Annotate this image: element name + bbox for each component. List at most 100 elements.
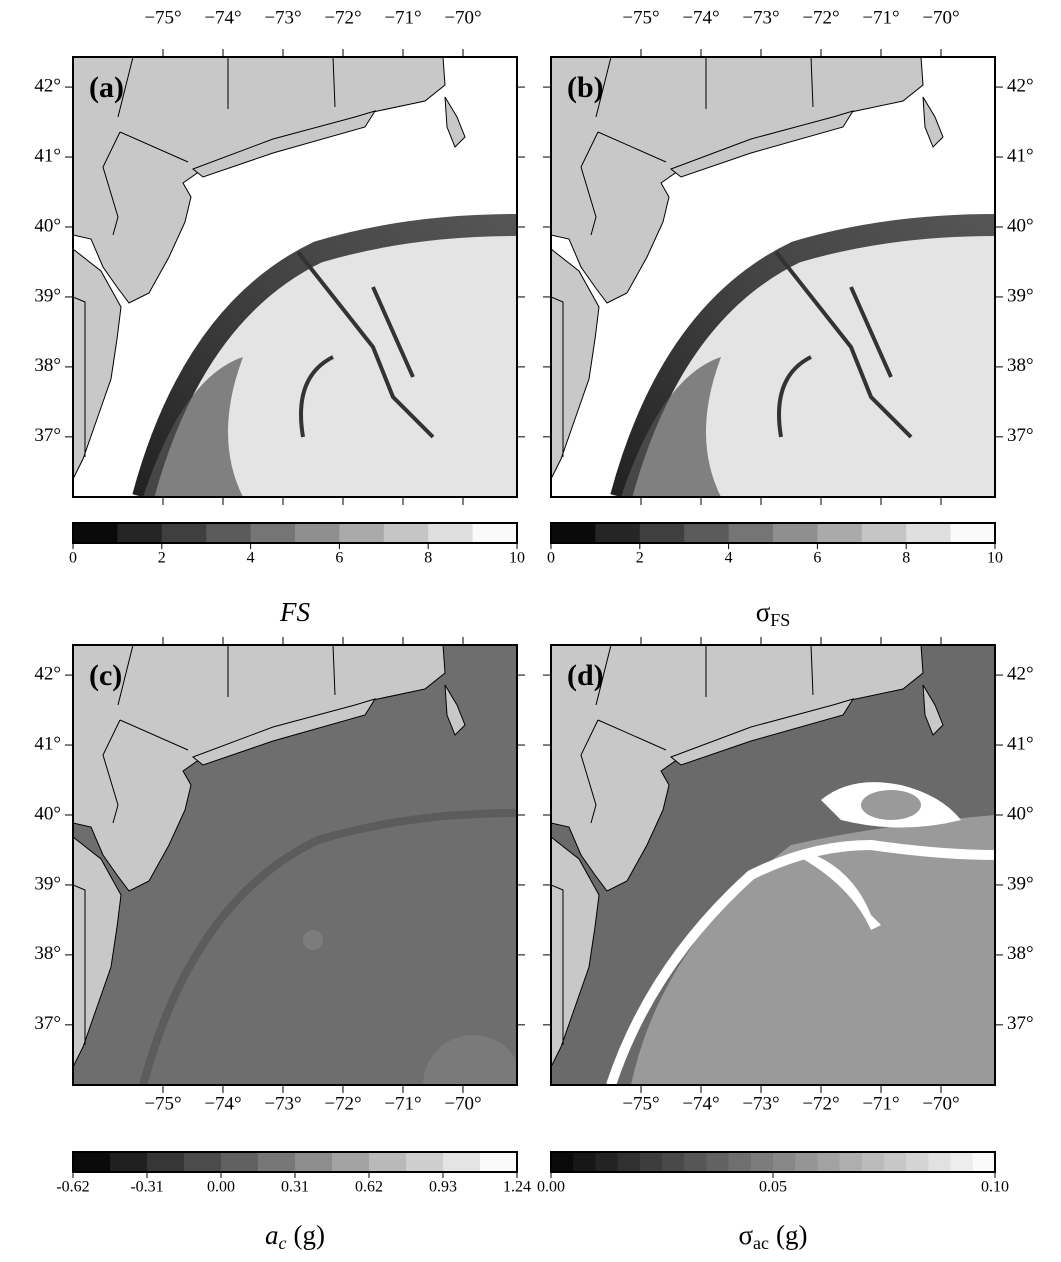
lat-label: 37° <box>34 1013 61 1034</box>
colorbar-bin <box>295 1152 333 1172</box>
colorbar-title-part: σ <box>756 597 771 627</box>
colorbar-tick-label: 8 <box>424 550 432 567</box>
lon-label: −75° <box>144 7 181 28</box>
patch <box>861 790 921 820</box>
colorbar-bin <box>862 523 907 543</box>
lat-label: 41° <box>1007 733 1034 754</box>
lon-label: −72° <box>802 1093 839 1114</box>
lon-label: −73° <box>742 7 779 28</box>
colorbar-tick-label: 0.93 <box>429 1179 457 1196</box>
lon-label: −73° <box>264 7 301 28</box>
lat-label: 40° <box>1007 215 1034 236</box>
colorbar-bin <box>973 1152 996 1172</box>
colorbar-bin <box>73 523 118 543</box>
colorbar-bin <box>906 1152 929 1172</box>
colorbar-bin <box>773 1152 796 1172</box>
colorbar-bin <box>147 1152 185 1172</box>
map-panel: (a)−75°−74°−73°−72°−71°−70°42°41°40°39°3… <box>34 7 525 505</box>
colorbar-bin <box>384 523 429 543</box>
colorbar-bin <box>551 1152 574 1172</box>
colorbar-bin <box>773 523 818 543</box>
lon-label: −71° <box>862 1093 899 1114</box>
colorbar-tick-label: 0.00 <box>537 1179 565 1196</box>
lat-label: 38° <box>1007 355 1034 376</box>
colorbar-tick-label: 0 <box>547 550 555 567</box>
lon-label: −72° <box>324 1093 361 1114</box>
colorbar-bin <box>817 523 862 543</box>
map-panel: (d)−75°−74°−73°−72°−71°−70°42°41°40°39°3… <box>543 637 1034 1114</box>
lon-label: −73° <box>264 1093 301 1114</box>
colorbar-bin <box>595 1152 618 1172</box>
colorbar-title: ac(g) <box>265 1220 325 1253</box>
colorbar-bin <box>339 523 384 543</box>
map-panel: (c)−75°−74°−73°−72°−71°−70°42°41°40°39°3… <box>34 637 525 1135</box>
colorbar-bin <box>428 523 473 543</box>
colorbar-tick-label: 2 <box>158 550 166 567</box>
colorbar-title-part: FS <box>279 597 310 627</box>
lon-label: −71° <box>384 1093 421 1114</box>
colorbar-bin <box>295 523 340 543</box>
lat-label: 39° <box>34 285 61 306</box>
lat-label: 39° <box>1007 873 1034 894</box>
colorbar-bin <box>595 523 640 543</box>
colorbar-bin <box>184 1152 222 1172</box>
colorbar-bin <box>162 523 207 543</box>
colorbar-bin <box>332 1152 370 1172</box>
panel-label: (b) <box>567 71 604 104</box>
colorbar: 0 2 4 6 8 10 σFS <box>547 523 1003 630</box>
colorbar-bin <box>443 1152 481 1172</box>
colorbar-bin <box>817 1152 840 1172</box>
colorbar-title-part: a <box>265 1220 279 1250</box>
lon-label: −72° <box>802 7 839 28</box>
colorbar-bin <box>480 1152 518 1172</box>
colorbar-bin <box>406 1152 444 1172</box>
lat-label: 37° <box>1007 1013 1034 1034</box>
panel-label: (c) <box>89 659 122 692</box>
colorbar-bin <box>751 1152 774 1172</box>
colorbar-bin <box>662 1152 685 1172</box>
map-panel: (b)−75°−74°−73°−72°−71°−70°42°41°40°39°3… <box>543 7 1034 505</box>
map-area <box>73 57 517 497</box>
colorbar-title-part: ac <box>753 1233 769 1253</box>
lat-label: 38° <box>34 355 61 376</box>
colorbar-bin <box>251 523 296 543</box>
colorbar: -0.62-0.310.000.310.620.931.24ac(g) <box>56 1152 531 1253</box>
colorbar-bin <box>928 1152 951 1172</box>
colorbar-tick-label: 8 <box>902 550 910 567</box>
lat-label: 42° <box>34 75 61 96</box>
lon-label: −74° <box>204 1093 241 1114</box>
colorbar-tick-label: 6 <box>813 550 821 567</box>
colorbar-bin <box>73 1152 111 1172</box>
lon-label: −72° <box>324 7 361 28</box>
colorbar-bin <box>840 1152 863 1172</box>
panel-label: (d) <box>567 659 604 692</box>
lat-label: 41° <box>1007 145 1034 166</box>
colorbar-tick-label: 10 <box>509 550 525 567</box>
patch <box>303 930 323 950</box>
lon-label: −74° <box>682 7 719 28</box>
colorbar-title: σFS <box>756 597 791 630</box>
lat-label: 37° <box>34 425 61 446</box>
colorbar-bin <box>640 523 685 543</box>
colorbar-tick-label: 2 <box>636 550 644 567</box>
colorbar-bin <box>862 1152 885 1172</box>
lat-label: 42° <box>1007 75 1034 96</box>
figure: (a)−75°−74°−73°−72°−71°−70°42°41°40°39°3… <box>0 0 1061 1262</box>
colorbar-tick-label: 4 <box>725 550 733 567</box>
lon-label: −71° <box>862 7 899 28</box>
colorbar-tick-label: 0 <box>69 550 77 567</box>
colorbar-bin <box>473 523 518 543</box>
lat-label: 41° <box>34 145 61 166</box>
colorbar-bin <box>258 1152 296 1172</box>
lat-label: 38° <box>34 943 61 964</box>
lon-label: −74° <box>682 1093 719 1114</box>
colorbar-tick-label: 0.00 <box>207 1179 235 1196</box>
colorbar-title-part: σ <box>738 1220 753 1250</box>
lat-label: 41° <box>34 733 61 754</box>
colorbar-bin <box>951 1152 974 1172</box>
colorbar-bin <box>729 523 774 543</box>
colorbar-tick-label: 10 <box>987 550 1003 567</box>
colorbar-bin <box>206 523 251 543</box>
colorbar-tick-label: -0.62 <box>56 1179 89 1196</box>
